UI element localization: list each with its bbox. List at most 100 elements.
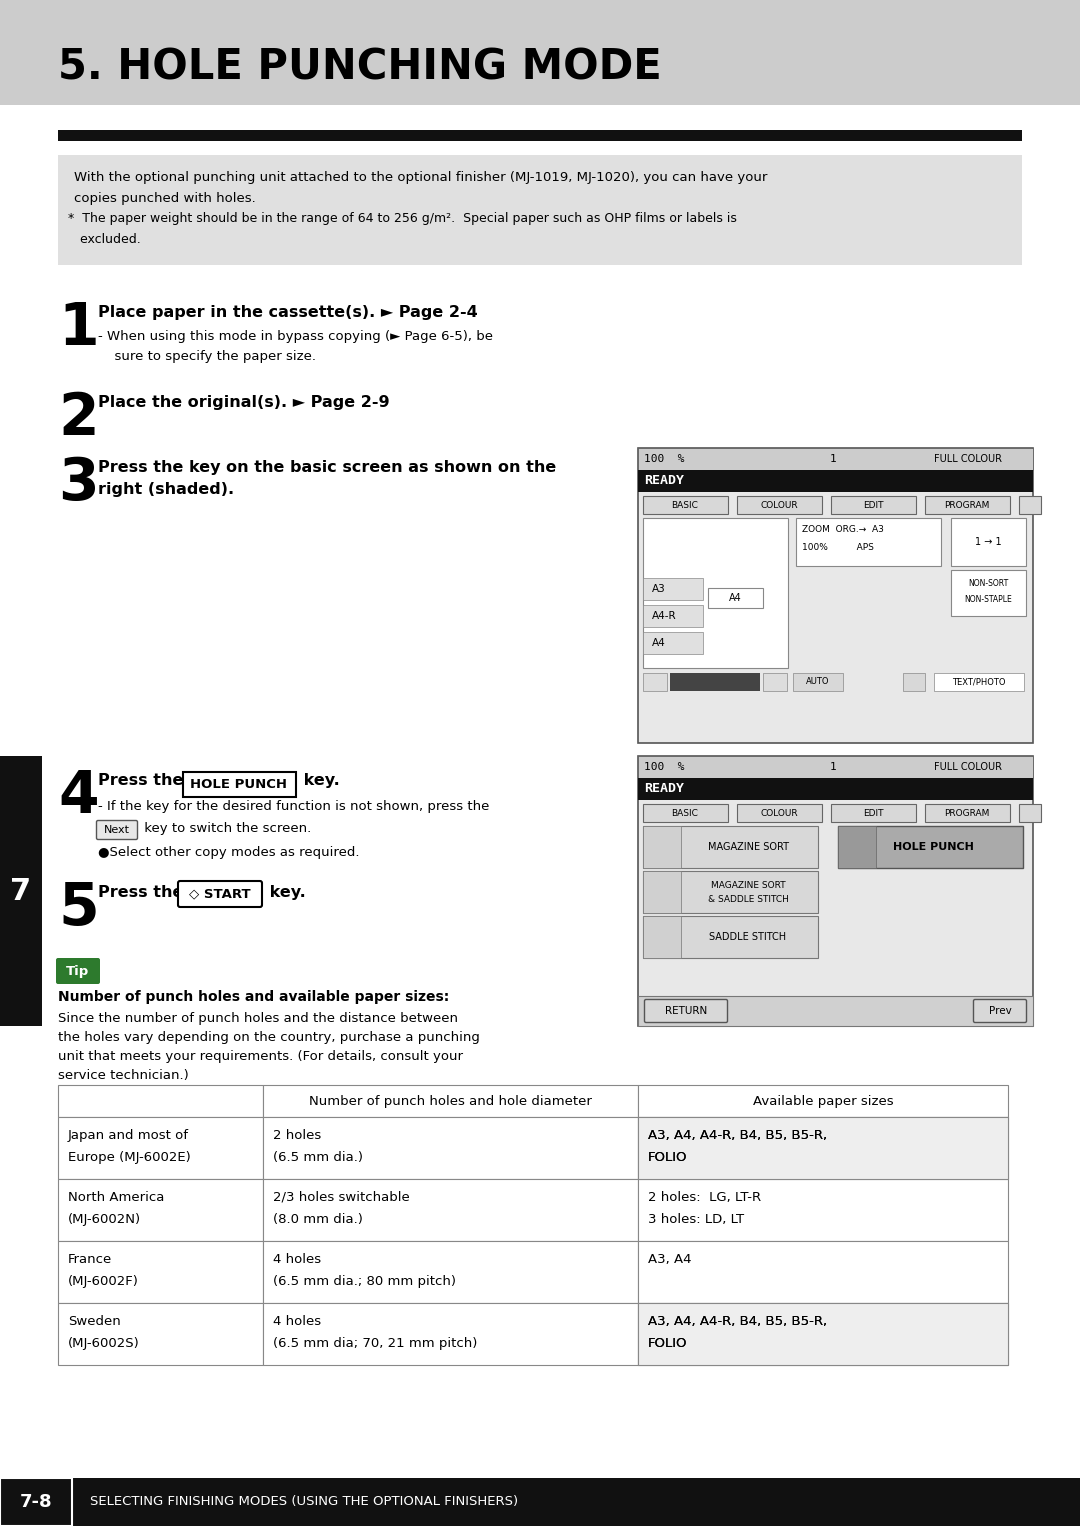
Text: Available paper sizes: Available paper sizes xyxy=(753,1094,893,1108)
FancyBboxPatch shape xyxy=(178,881,262,906)
Bar xyxy=(638,1303,1008,1364)
Text: Tip: Tip xyxy=(66,964,90,978)
Text: copies punched with holes.: copies punched with holes. xyxy=(75,192,256,204)
Bar xyxy=(838,826,876,868)
Bar xyxy=(0,755,42,1025)
Bar xyxy=(1020,804,1041,823)
Text: 100%          APS: 100% APS xyxy=(802,543,874,552)
FancyBboxPatch shape xyxy=(56,958,100,984)
Text: sure to specify the paper size.: sure to specify the paper size. xyxy=(106,349,316,363)
Text: FOLIO: FOLIO xyxy=(648,1151,688,1164)
Text: *  The paper weight should be in the range of 64 to 256 g/m².  Special paper suc: * The paper weight should be in the rang… xyxy=(68,212,737,224)
Text: FULL COLOUR: FULL COLOUR xyxy=(934,761,1002,772)
Bar xyxy=(638,1117,1008,1180)
Text: Next: Next xyxy=(104,826,130,835)
Text: PROGRAM: PROGRAM xyxy=(944,809,989,818)
Bar xyxy=(0,1479,1080,1526)
Text: (6.5 mm dia.): (6.5 mm dia.) xyxy=(273,1151,363,1164)
Bar xyxy=(638,449,1032,470)
Bar xyxy=(838,826,1023,868)
Bar xyxy=(638,470,1032,491)
Text: A3, A4: A3, A4 xyxy=(648,1253,691,1267)
Text: (8.0 mm dia.): (8.0 mm dia.) xyxy=(273,1213,363,1225)
Text: A3, A4, A4-R, B4, B5, B5-R,: A3, A4, A4-R, B4, B5, B5-R, xyxy=(648,1315,827,1328)
Text: Since the number of punch holes and the distance between: Since the number of punch holes and the … xyxy=(58,1012,458,1025)
Text: service technician.): service technician.) xyxy=(58,1070,189,1082)
Text: Prev: Prev xyxy=(988,1006,1011,1016)
Bar xyxy=(0,1479,72,1526)
Bar xyxy=(1020,496,1041,514)
Bar xyxy=(643,916,818,958)
Text: 3: 3 xyxy=(58,455,98,513)
Text: key.: key. xyxy=(264,885,306,900)
Text: Place the original(s). ► Page 2-9: Place the original(s). ► Page 2-9 xyxy=(98,395,390,410)
Text: BASIC: BASIC xyxy=(672,501,699,510)
Text: SELECTING FINISHING MODES (USING THE OPTIONAL FINISHERS): SELECTING FINISHING MODES (USING THE OPT… xyxy=(90,1495,518,1509)
Text: READY: READY xyxy=(644,475,684,487)
Bar xyxy=(903,673,924,691)
Text: the holes vary depending on the country, purchase a punching: the holes vary depending on the country,… xyxy=(58,1032,480,1044)
Bar xyxy=(58,130,1022,140)
Text: Europe (MJ-6002E): Europe (MJ-6002E) xyxy=(68,1151,191,1164)
Bar xyxy=(643,871,818,913)
Bar xyxy=(924,496,1010,514)
Text: NON-STAPLE: NON-STAPLE xyxy=(964,595,1012,604)
FancyBboxPatch shape xyxy=(96,821,137,839)
Text: PROGRAM: PROGRAM xyxy=(944,501,989,510)
Bar xyxy=(638,1241,1008,1303)
Text: France: France xyxy=(68,1253,112,1267)
Bar xyxy=(638,755,1032,778)
Text: A4: A4 xyxy=(652,638,665,649)
Text: Sweden: Sweden xyxy=(68,1315,121,1328)
Bar xyxy=(831,496,916,514)
Bar xyxy=(951,517,1026,566)
Text: A3: A3 xyxy=(652,584,665,594)
Bar xyxy=(58,1303,264,1364)
Text: (MJ-6002N): (MJ-6002N) xyxy=(68,1213,141,1225)
Bar xyxy=(643,916,681,958)
Text: 2: 2 xyxy=(58,391,98,447)
Text: 100  %: 100 % xyxy=(644,455,685,464)
Text: 5. HOLE PUNCHING MODE: 5. HOLE PUNCHING MODE xyxy=(58,47,662,89)
Text: 4 holes: 4 holes xyxy=(273,1315,321,1328)
Text: key to switch the screen.: key to switch the screen. xyxy=(140,823,311,835)
Bar xyxy=(737,496,822,514)
Bar xyxy=(643,604,703,627)
Bar xyxy=(708,588,762,607)
Text: - When using this mode in bypass copying (► Page 6-5), be: - When using this mode in bypass copying… xyxy=(98,330,492,343)
Text: (6.5 mm dia.; 80 mm pitch): (6.5 mm dia.; 80 mm pitch) xyxy=(273,1276,456,1288)
Bar xyxy=(643,673,667,691)
Text: (6.5 mm dia; 70, 21 mm pitch): (6.5 mm dia; 70, 21 mm pitch) xyxy=(273,1337,477,1351)
Bar xyxy=(264,1085,638,1117)
Text: 7-8: 7-8 xyxy=(19,1492,52,1511)
Bar xyxy=(643,826,818,868)
Text: ◇ START: ◇ START xyxy=(189,888,251,900)
Bar xyxy=(0,0,1080,105)
Bar xyxy=(762,673,787,691)
Text: FULL COLOUR: FULL COLOUR xyxy=(934,455,1002,464)
Text: RETURN: RETURN xyxy=(665,1006,707,1016)
Text: Press the key on the basic screen as shown on the: Press the key on the basic screen as sho… xyxy=(98,459,556,475)
Text: A4: A4 xyxy=(729,594,741,603)
Bar xyxy=(58,1180,264,1241)
Text: FOLIO: FOLIO xyxy=(648,1337,688,1351)
Text: 1: 1 xyxy=(829,455,836,464)
Bar xyxy=(951,571,1026,617)
Text: A3, A4, A4-R, B4, B5, B5-R,: A3, A4, A4-R, B4, B5, B5-R, xyxy=(648,1129,827,1141)
Text: FOLIO: FOLIO xyxy=(648,1337,688,1351)
Bar xyxy=(924,804,1010,823)
Bar xyxy=(643,517,788,668)
Bar xyxy=(831,804,916,823)
Bar xyxy=(264,1117,638,1180)
Bar xyxy=(638,1180,1008,1241)
Bar xyxy=(638,1085,1008,1117)
Text: COLOUR: COLOUR xyxy=(760,809,798,818)
Text: 5: 5 xyxy=(58,881,98,937)
Text: NON-SORT: NON-SORT xyxy=(968,580,1008,589)
Text: AUTO: AUTO xyxy=(807,678,829,687)
Text: With the optional punching unit attached to the optional finisher (MJ-1019, MJ-1: With the optional punching unit attached… xyxy=(75,171,768,185)
Text: key.: key. xyxy=(298,774,340,787)
Text: COLOUR: COLOUR xyxy=(760,501,798,510)
Bar xyxy=(264,1241,638,1303)
Text: EDIT: EDIT xyxy=(863,809,883,818)
